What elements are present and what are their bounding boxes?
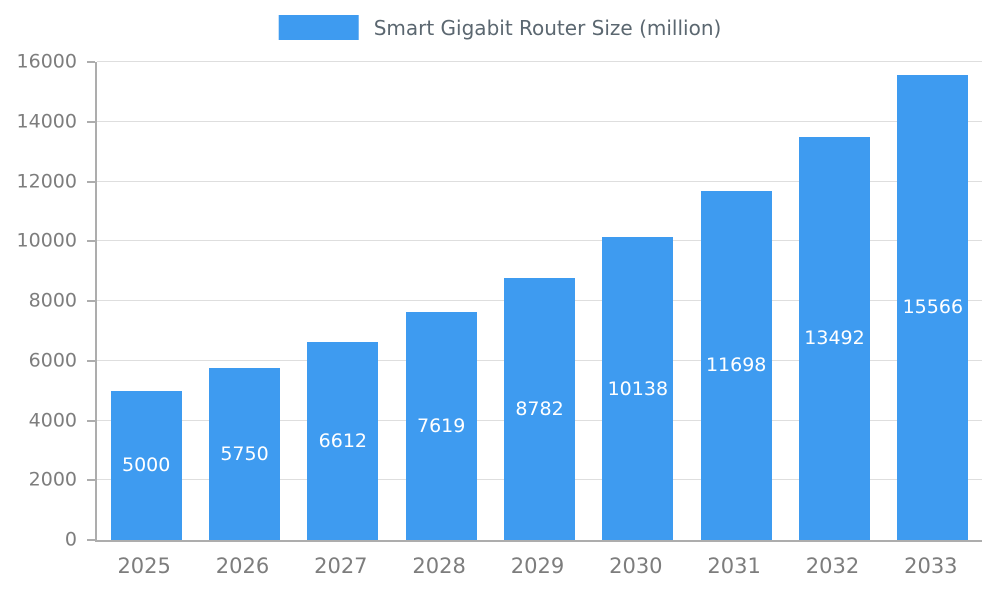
y-axis: 0 2000 4000 6000 8000 10000 12000 14000 16000 bbox=[0, 52, 95, 549]
gridline bbox=[97, 240, 982, 242]
legend-label: Smart Gigabit Router Size (million) bbox=[373, 15, 722, 40]
gridline bbox=[97, 61, 982, 62]
bar-2028[interactable]: 7619 bbox=[405, 312, 477, 540]
x-axis: 2025 2026 2027 2028 2029 2030 2031 2032 2033 bbox=[95, 546, 980, 586]
x-axis-tick-label: 2030 bbox=[609, 554, 663, 578]
y-axis-tick-label: 12000 bbox=[16, 170, 77, 192]
y-axis-tick-mark bbox=[87, 300, 95, 302]
gridline bbox=[97, 120, 982, 122]
bar-value-label: 7619 bbox=[416, 415, 466, 438]
bar-value-label: 8782 bbox=[515, 397, 564, 420]
y-axis-tick-label: 6000 bbox=[28, 349, 77, 372]
bar-2031[interactable]: 11698 bbox=[700, 190, 772, 540]
bar-value-label: 10138 bbox=[607, 377, 669, 400]
legend-item[interactable]: Smart Gigabit Router Size (million) bbox=[278, 15, 722, 40]
bar-value-label: 5000 bbox=[121, 454, 171, 477]
bar-value-label: 5750 bbox=[220, 443, 269, 466]
y-axis-tick-mark bbox=[87, 359, 95, 362]
y-axis-tick-label: 14000 bbox=[16, 110, 77, 133]
y-axis-tick-mark bbox=[87, 61, 95, 63]
y-axis-tick-mark bbox=[87, 479, 95, 482]
y-axis-tick-label: 4000 bbox=[28, 409, 77, 431]
x-axis-tick-label: 2033 bbox=[904, 554, 958, 578]
legend-swatch bbox=[278, 15, 359, 40]
bar-value-label: 11698 bbox=[705, 354, 767, 377]
bar-2032[interactable]: 13492 bbox=[799, 136, 870, 540]
y-axis-tick-mark bbox=[87, 120, 95, 123]
bar-2030[interactable]: 10138 bbox=[602, 237, 674, 540]
bar-value-label: 6612 bbox=[318, 430, 367, 453]
y-axis-tick-label: 10000 bbox=[16, 229, 77, 252]
bar-2027[interactable]: 6612 bbox=[307, 342, 379, 540]
x-axis-tick-label: 2031 bbox=[707, 554, 761, 578]
y-axis-tick-mark bbox=[87, 419, 95, 422]
x-axis-tick-label: 2028 bbox=[412, 554, 466, 578]
x-axis-tick-label: 2032 bbox=[805, 554, 860, 578]
y-axis-tick-label: 0 bbox=[64, 528, 77, 551]
y-axis-tick-mark bbox=[87, 180, 95, 183]
x-axis-tick-label: 2026 bbox=[215, 554, 270, 578]
bar-2025[interactable]: 5000 bbox=[110, 390, 182, 540]
y-axis-tick-label: 8000 bbox=[28, 289, 77, 312]
bar-2026[interactable]: 5750 bbox=[209, 368, 280, 540]
bar-value-label: 13492 bbox=[804, 327, 865, 350]
bar-value-label: 15566 bbox=[902, 296, 964, 319]
bar-2033[interactable]: 15566 bbox=[897, 74, 969, 540]
x-axis-tick-label: 2027 bbox=[314, 554, 368, 578]
x-axis-tick-label: 2029 bbox=[510, 554, 565, 578]
y-axis-tick-mark bbox=[87, 240, 95, 243]
plot-area: 5000 5750 6612 7619 8782 10138 11698 13492 15566 bbox=[95, 61, 982, 542]
y-axis-tick-label: 2000 bbox=[28, 468, 77, 491]
gridline bbox=[97, 180, 982, 182]
bar-2029[interactable]: 8782 bbox=[504, 277, 575, 540]
y-axis-tick-mark bbox=[87, 539, 95, 541]
y-axis-tick-label: 16000 bbox=[16, 50, 77, 73]
x-axis-tick-label: 2025 bbox=[117, 554, 171, 578]
